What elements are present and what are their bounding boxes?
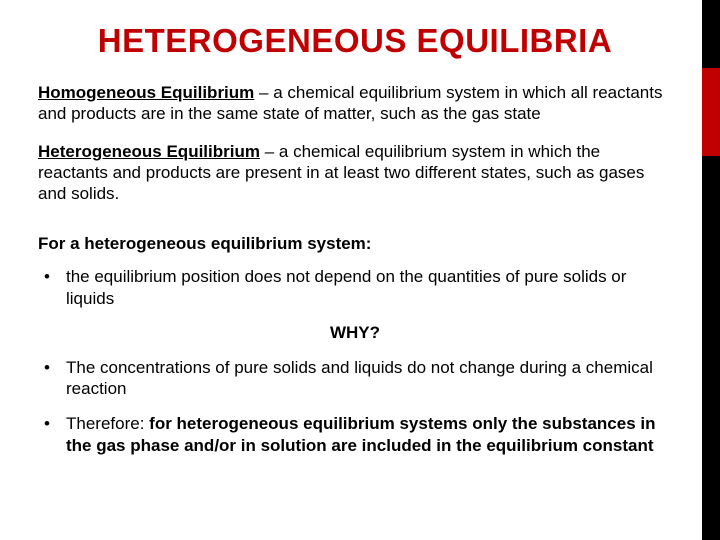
bullet3-bold: for heterogeneous equilibrium systems on… bbox=[66, 414, 656, 454]
bullet-item-2: The concentrations of pure solids and li… bbox=[38, 357, 672, 400]
lead-text: For a heterogeneous equilibrium system: bbox=[38, 234, 672, 254]
term-heterogeneous: Heterogeneous Equilibrium bbox=[38, 142, 260, 161]
why-label: WHY? bbox=[38, 323, 672, 343]
bullet-item-1: the equilibrium position does not depend… bbox=[38, 266, 672, 309]
definition-heterogeneous: Heterogeneous Equilibrium – a chemical e… bbox=[38, 141, 672, 205]
bullet3-prefix: Therefore: bbox=[66, 414, 149, 433]
sidebar-red-segment bbox=[702, 68, 720, 156]
definition-homogeneous: Homogeneous Equilibrium – a chemical equ… bbox=[38, 82, 672, 125]
slide-content: HETEROGENEOUS EQUILIBRIA Homogeneous Equ… bbox=[0, 0, 702, 540]
bullet-item-3: Therefore: for heterogeneous equilibrium… bbox=[38, 413, 672, 456]
bullet-list: the equilibrium position does not depend… bbox=[38, 266, 672, 309]
bullet-list-2: The concentrations of pure solids and li… bbox=[38, 357, 672, 456]
term-homogeneous: Homogeneous Equilibrium bbox=[38, 83, 254, 102]
page-title: HETEROGENEOUS EQUILIBRIA bbox=[38, 22, 672, 60]
spacer bbox=[38, 220, 672, 234]
